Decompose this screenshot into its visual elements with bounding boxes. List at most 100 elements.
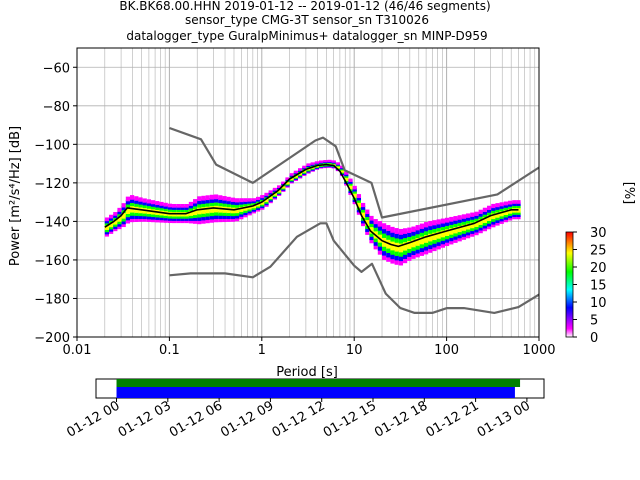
density-cell [407,251,412,257]
density-cell [104,228,110,233]
density-cell [503,213,509,218]
density-cell [222,208,227,213]
density-cell [230,206,236,211]
density-cell [302,165,307,169]
density-cell [121,211,126,216]
density-cell [306,163,311,166]
density-cell [487,222,492,227]
density-cell [356,194,362,198]
density-cell [218,195,223,200]
density-cell [146,199,152,204]
colorbar-tick-label: 10 [590,296,607,311]
density-cell [453,231,458,237]
density-cell [134,214,139,219]
density-cell [390,240,395,246]
density-cell [125,209,131,214]
density-cell [361,213,366,219]
density-cell [184,217,189,221]
colorbar-tick-label: 20 [590,261,607,276]
density-cell [415,252,420,258]
density-cell [499,219,504,224]
density-cell [117,220,122,225]
density-cell [327,159,332,163]
density-cell [193,213,198,218]
density-cell [130,201,135,207]
density-cell [415,228,420,235]
density-cell [482,207,488,212]
density-cell [117,212,122,217]
density-cell [487,205,492,210]
density-cell [403,249,408,255]
density-cell [243,200,248,205]
density-cell [142,217,147,222]
density-cell [142,198,147,203]
density-cell [377,241,383,247]
density-cell [382,249,387,256]
density-cell [188,216,194,221]
density-cell [226,214,231,219]
density-cell [424,222,429,228]
density-cell [209,211,215,217]
density-cell [214,207,219,213]
time-tick-label: 01-12 06 [167,398,225,440]
density-cell [209,204,215,210]
density-cell [226,217,231,222]
density-cell [361,202,366,208]
density-cell [491,217,496,222]
density-cell [218,204,223,210]
density-cell [125,199,131,205]
density-cell [331,160,336,163]
density-cell [104,217,110,222]
density-cell [214,214,219,219]
density-cell [319,160,324,163]
density-cell [226,199,231,205]
density-cell [428,224,433,231]
low-noise-model-line [169,222,539,314]
density-cell [235,217,240,222]
density-cell [184,208,189,213]
density-cell [461,232,467,237]
density-cell [377,245,383,251]
density-cell [344,179,349,183]
density-cell [503,211,509,216]
density-cell [109,227,114,232]
density-cell [264,203,269,207]
density-cell [390,226,395,233]
density-cell [508,212,513,216]
density-cell [403,244,408,251]
colorbar-tick-label: 15 [590,279,607,294]
density-cell [365,212,370,218]
density-cell [172,208,177,213]
density-cell [167,217,173,221]
density-cell [466,219,471,224]
density-cell [457,221,462,226]
density-cell [159,216,164,221]
density-cell [373,237,378,243]
density-cell [394,258,399,265]
density-cell [403,232,408,239]
density-cell [176,217,181,221]
density-cell [214,210,219,216]
density-cell [205,208,210,214]
density-cell [495,208,500,213]
density-cell [466,213,471,218]
density-cell [516,215,521,220]
density-cell [163,214,168,219]
density-cell [121,219,126,225]
density-cell [499,214,504,219]
density-cell [419,227,425,233]
density-cell [138,217,143,222]
density-cell [134,202,139,207]
density-cell [256,205,261,209]
density-cell [449,220,454,225]
density-cell [214,217,219,223]
density-cell [209,201,215,207]
density-cell [239,200,244,205]
density-cell [487,208,492,213]
density-cell [260,196,265,200]
density-cell [256,206,261,210]
density-cell [104,226,110,230]
density-cell [403,253,408,259]
density-cell [445,234,450,240]
density-cell [453,238,458,243]
